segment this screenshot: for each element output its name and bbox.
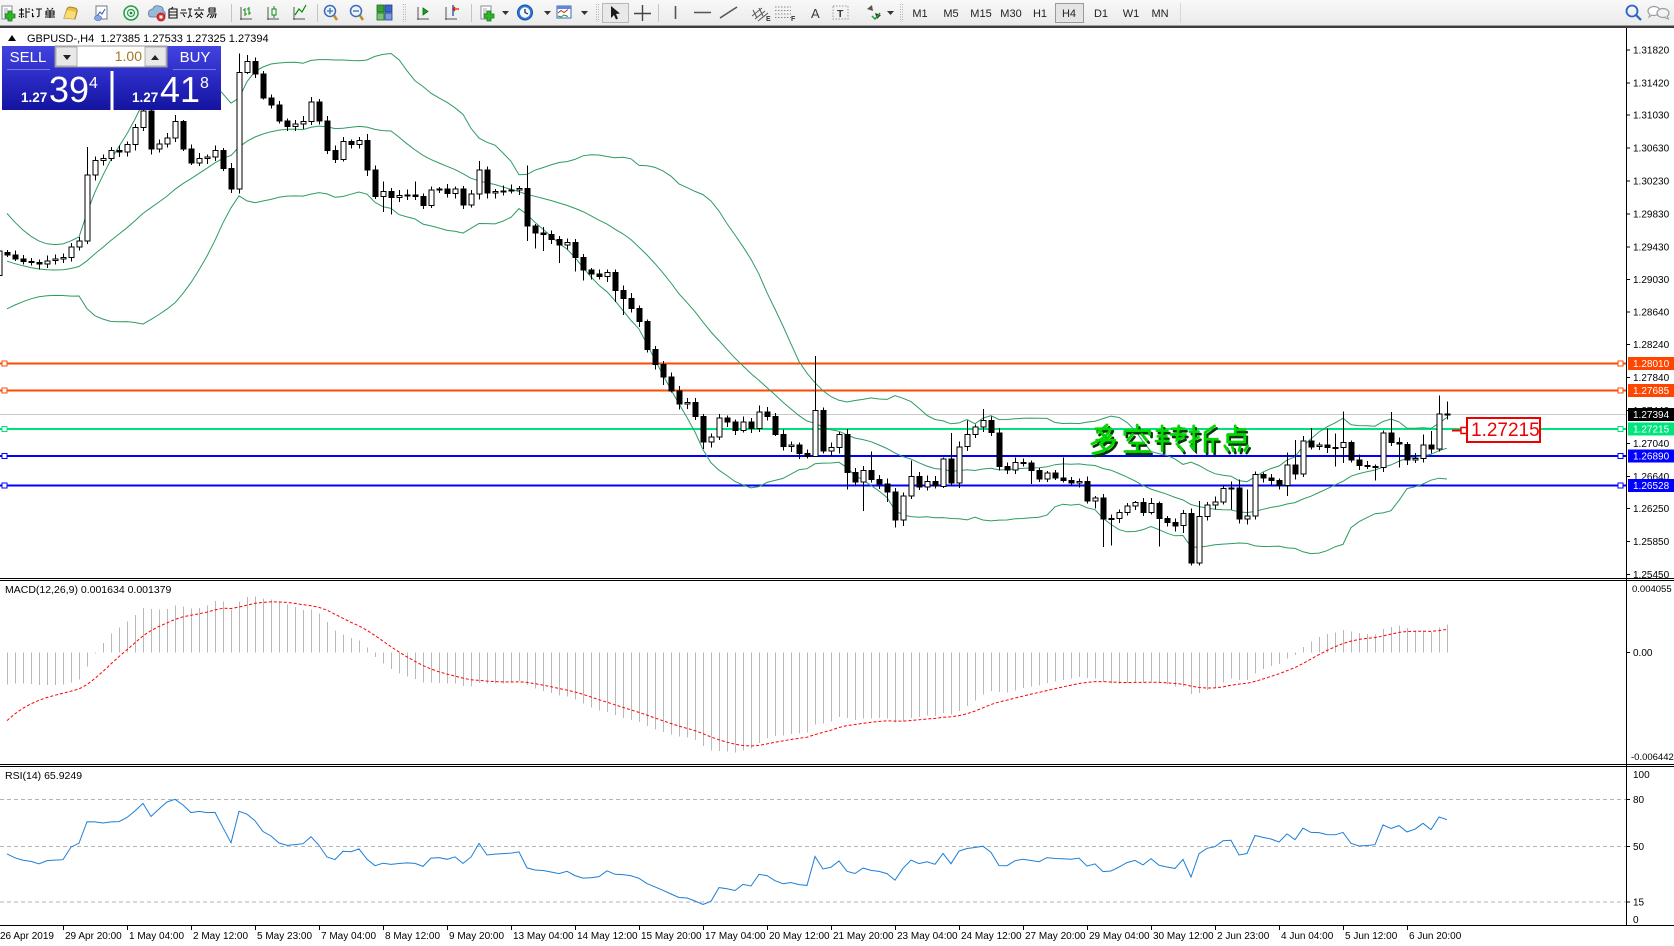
svg-text:1.29830: 1.29830: [1633, 209, 1670, 220]
svg-text:M1: M1: [912, 8, 927, 20]
svg-text:1.26528: 1.26528: [1633, 481, 1670, 492]
svg-text:0.00: 0.00: [1633, 648, 1653, 659]
svg-text:RSI(14) 65.9249: RSI(14) 65.9249: [5, 770, 82, 782]
svg-text:SELL: SELL: [10, 49, 47, 66]
svg-text:1.28010: 1.28010: [1633, 359, 1670, 370]
svg-text:14 May 12:00: 14 May 12:00: [577, 931, 638, 942]
svg-text:1.27: 1.27: [21, 90, 47, 105]
svg-text:1.27394: 1.27394: [1633, 410, 1670, 421]
svg-text:1.29030: 1.29030: [1633, 275, 1670, 286]
svg-text:1.25450: 1.25450: [1633, 570, 1670, 581]
svg-text:M5: M5: [943, 8, 958, 20]
svg-text:1.27: 1.27: [132, 90, 158, 105]
svg-text:1.31420: 1.31420: [1633, 79, 1670, 90]
svg-text:23 May 04:00: 23 May 04:00: [897, 931, 958, 942]
svg-text:0: 0: [1633, 915, 1639, 926]
svg-text:D1: D1: [1094, 8, 1108, 20]
svg-text:80: 80: [1633, 795, 1645, 806]
svg-text:8 May 12:00: 8 May 12:00: [385, 931, 440, 942]
svg-text:1.29430: 1.29430: [1633, 242, 1670, 253]
svg-text:24 May 12:00: 24 May 12:00: [961, 931, 1022, 942]
svg-text:-0.006442: -0.006442: [1631, 752, 1674, 763]
svg-text:1.27040: 1.27040: [1633, 439, 1670, 450]
svg-text:15 May 20:00: 15 May 20:00: [641, 931, 702, 942]
svg-text:15: 15: [1633, 898, 1645, 909]
svg-text:M30: M30: [1000, 8, 1021, 20]
svg-text:1.31820: 1.31820: [1633, 46, 1670, 57]
svg-text:39: 39: [49, 69, 89, 110]
svg-text:4: 4: [89, 75, 98, 92]
svg-text:1.28640: 1.28640: [1633, 307, 1670, 318]
svg-text:100: 100: [1633, 770, 1650, 781]
svg-text:A: A: [811, 6, 820, 21]
svg-text:MACD(12,26,9) 0.001634 0.00137: MACD(12,26,9) 0.001634 0.001379: [5, 584, 172, 596]
svg-text:H1: H1: [1033, 8, 1047, 20]
svg-text:27 May 20:00: 27 May 20:00: [1025, 931, 1086, 942]
svg-text:21 May 20:00: 21 May 20:00: [833, 931, 894, 942]
svg-text:M15: M15: [970, 8, 991, 20]
svg-text:26 Apr 2019: 26 Apr 2019: [0, 931, 54, 942]
svg-text:29 Apr 20:00: 29 Apr 20:00: [65, 931, 122, 942]
svg-text:F: F: [791, 16, 796, 23]
svg-text:GBPUSD-,H4 1.27385 1.27533 1.: GBPUSD-,H4 1.27385 1.27533 1.27325 1.273…: [27, 33, 269, 45]
svg-text:1.26250: 1.26250: [1633, 504, 1670, 515]
svg-text:1.30630: 1.30630: [1633, 144, 1670, 155]
svg-text:17 May 04:00: 17 May 04:00: [705, 931, 766, 942]
svg-text:1.25850: 1.25850: [1633, 537, 1670, 548]
svg-text:1 May 04:00: 1 May 04:00: [129, 931, 184, 942]
svg-text:0.004055: 0.004055: [1632, 584, 1672, 595]
svg-text:1.31030: 1.31030: [1633, 111, 1670, 122]
svg-text:1.26640: 1.26640: [1633, 472, 1670, 483]
svg-text:T: T: [837, 8, 844, 20]
svg-text:MN: MN: [1151, 8, 1168, 20]
svg-text:30 May 12:00: 30 May 12:00: [1153, 931, 1214, 942]
svg-text:6 Jun 20:00: 6 Jun 20:00: [1409, 931, 1462, 942]
svg-text:50: 50: [1633, 842, 1645, 853]
svg-text:1.27215: 1.27215: [1633, 425, 1670, 436]
svg-text:E: E: [766, 16, 771, 23]
svg-text:1.27215: 1.27215: [1471, 420, 1540, 441]
svg-text:1.28240: 1.28240: [1633, 340, 1670, 351]
svg-text:H4: H4: [1062, 8, 1076, 20]
svg-text:1.26890: 1.26890: [1633, 451, 1670, 462]
svg-text:5 May 23:00: 5 May 23:00: [257, 931, 312, 942]
svg-text:9 May 20:00: 9 May 20:00: [449, 931, 504, 942]
svg-text:2 May 12:00: 2 May 12:00: [193, 931, 248, 942]
svg-text:5 Jun 12:00: 5 Jun 12:00: [1345, 931, 1398, 942]
svg-text:BUY: BUY: [180, 49, 211, 66]
svg-text:1.30230: 1.30230: [1633, 176, 1670, 187]
svg-text:29 May 04:00: 29 May 04:00: [1089, 931, 1150, 942]
svg-text:1.27840: 1.27840: [1633, 373, 1670, 384]
svg-text:4 Jun 04:00: 4 Jun 04:00: [1281, 931, 1334, 942]
svg-text:W1: W1: [1123, 8, 1140, 20]
svg-text:13 May 04:00: 13 May 04:00: [513, 931, 574, 942]
svg-text:2 Jun 23:00: 2 Jun 23:00: [1217, 931, 1270, 942]
svg-text:20 May 12:00: 20 May 12:00: [769, 931, 830, 942]
svg-text:1.27685: 1.27685: [1633, 386, 1670, 397]
svg-text:8: 8: [200, 75, 209, 92]
svg-text:7 May 04:00: 7 May 04:00: [321, 931, 376, 942]
svg-text:41: 41: [160, 69, 200, 110]
svg-text:1.00: 1.00: [115, 48, 142, 64]
